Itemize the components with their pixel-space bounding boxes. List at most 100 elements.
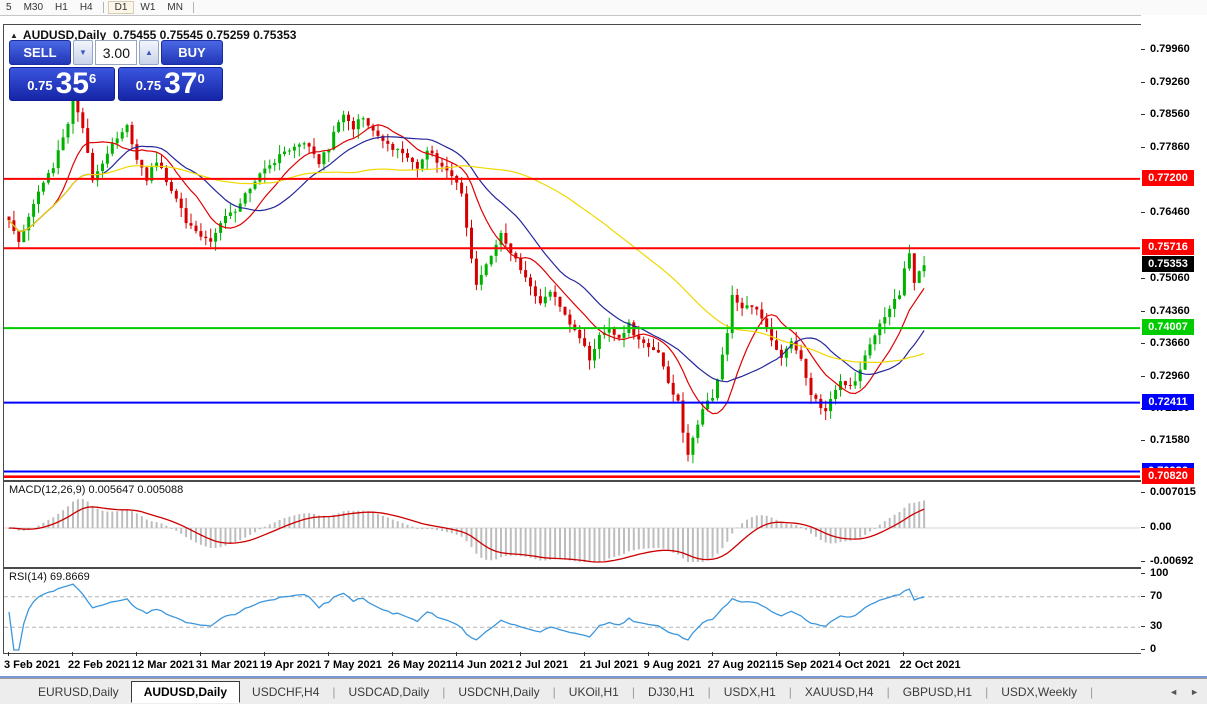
date-label: 2 Jul 2021 (515, 659, 569, 671)
volume-increase-button[interactable]: ▲ (139, 40, 159, 65)
candlestick-chart[interactable] (4, 25, 1140, 478)
tab-separator: | (552, 684, 556, 699)
date-tick (903, 652, 905, 656)
tab-scroll-right-icon[interactable]: ► (1190, 686, 1199, 697)
macd-chart[interactable] (4, 482, 1140, 565)
price-tick-label: 0.75060 (1150, 271, 1190, 284)
rsi-axis-label: 0 (1150, 643, 1157, 655)
price-chart-panel[interactable]: ▲ AUDUSD,Daily 0.75455 0.75545 0.75259 0.… (3, 24, 1143, 481)
buy-button[interactable]: BUY (161, 40, 223, 65)
price-tick-dash (1141, 440, 1145, 442)
tab-separator: | (332, 684, 336, 699)
volume-decrease-button[interactable]: ▼ (73, 40, 93, 65)
period-button-w1[interactable]: W1 (140, 2, 156, 13)
price-tick-label: 0.72960 (1150, 369, 1190, 382)
buy-price-pipette: 0 (197, 71, 205, 86)
rsi-chart[interactable] (4, 569, 1140, 651)
volume-input[interactable] (95, 40, 137, 65)
price-tick-dash (1141, 49, 1145, 50)
sell-price-big-digits: 35 (55, 67, 89, 100)
date-tick (711, 652, 713, 656)
macd-indicator-panel[interactable]: MACD(12,26,9) 0.005647 0.005088 (3, 481, 1143, 568)
chevron-up-icon: ▲ (145, 48, 153, 57)
sell-price-prefix: 0.75 (27, 78, 53, 93)
date-label: 22 Feb 2021 (67, 659, 131, 671)
price-tick-dash (1141, 343, 1145, 345)
price-tick-dash (1141, 114, 1145, 116)
macd-tick-dash (1141, 492, 1145, 493)
tab-separator: | (707, 684, 711, 699)
tab-xauusd-h4[interactable]: XAUUSD,H4 (804, 684, 874, 699)
price-tick-dash (1141, 147, 1145, 149)
date-tick (327, 652, 329, 656)
rsi-tick-dash (1141, 626, 1145, 628)
sell-button[interactable]: SELL (9, 40, 71, 65)
rsi-indicator-panel[interactable]: RSI(14) 69.8669 (3, 568, 1143, 654)
chevron-down-icon: ▼ (79, 48, 87, 57)
date-label: 19 Apr 2021 (259, 659, 322, 671)
tab-scroll-left-icon[interactable]: ◄ (1169, 686, 1179, 697)
price-level-label: 0.70820 (1142, 467, 1194, 484)
tab-separator: | (1089, 684, 1094, 699)
one-click-trading-widget: SELL ▼ ▲ BUY 0.75 35 6 0.75 37 0 (9, 40, 223, 101)
collapse-arrow-icon[interactable]: ▲ (10, 31, 18, 40)
price-tick-dash (1141, 81, 1145, 83)
date-label: 12 Mar 2021 (131, 659, 195, 671)
rsi-axis-label: 100 (1150, 567, 1169, 579)
chart-ohlc-values: 0.75455 0.75545 0.75259 0.75353 (112, 28, 297, 42)
date-tick (199, 652, 201, 656)
chart-tabs-bar: EURUSD,Daily AUDUSD,Daily USDCHF,H4 | USDCAD… (0, 678, 1207, 704)
price-tick-dash (1141, 277, 1145, 279)
date-label: 27 Aug 2021 (707, 659, 772, 671)
rsi-label: RSI(14) 69.8669 (9, 571, 90, 583)
date-label: 31 Mar 2021 (195, 659, 259, 671)
tab-usdx-h1[interactable]: USDX,H1 (723, 684, 776, 699)
chart-symbol-label: AUDUSD,Daily (22, 28, 107, 42)
period-button-mn[interactable]: MN (167, 2, 183, 13)
period-button-d1[interactable]: D1 (107, 1, 135, 14)
date-tick (583, 652, 585, 656)
timeframe-toolbar: 5 M30 H1 H4 D1 W1 MN (0, 0, 1207, 16)
date-label: 21 Jul 2021 (579, 659, 639, 671)
toolbar-separator (102, 2, 104, 13)
rsi-tick-dash (1141, 595, 1145, 597)
buy-price-prefix: 0.75 (135, 78, 162, 93)
macd-tick-dash (1141, 561, 1145, 562)
date-label: 7 May 2021 (323, 659, 382, 671)
tab-usdchf-h4[interactable]: USDCHF,H4 (252, 684, 320, 699)
price-tick-label: 0.79960 (1150, 43, 1190, 55)
rsi-tick-dash (1141, 649, 1145, 650)
tab-usdcnh-daily[interactable]: USDCNH,Daily (458, 684, 540, 699)
period-button-5[interactable]: 5 (6, 2, 12, 13)
price-tick-label: 0.73660 (1150, 337, 1190, 350)
sell-price-pipette: 6 (88, 71, 97, 86)
date-label: 15 Sep 2021 (771, 659, 835, 671)
period-button-m30[interactable]: M30 (23, 2, 44, 13)
buy-price-display[interactable]: 0.75 37 0 (117, 67, 223, 101)
period-button-h4[interactable]: H4 (79, 2, 93, 13)
price-tick-dash (1141, 310, 1145, 312)
price-axis[interactable]: 0.79960 0.79260 0.78560 0.77860 0.76460 0.750… (1141, 15, 1207, 704)
tab-separator: | (631, 684, 635, 699)
date-label: 3 Feb 2021 (4, 659, 61, 671)
date-axis[interactable]: 3 Feb 2021 22 Feb 2021 12 Mar 2021 31 Mar 2… (0, 652, 1141, 676)
tab-eurusd-daily[interactable]: EURUSD,Daily (38, 684, 119, 699)
tab-usdcad-daily[interactable]: USDCAD,Daily (348, 684, 430, 699)
tab-separator: | (985, 684, 989, 699)
tab-dj30-h1[interactable]: DJ30,H1 (647, 684, 695, 699)
tab-ukoil-h1[interactable]: UKOil,H1 (568, 684, 619, 699)
tab-separator: | (886, 684, 890, 699)
date-label: 14 Jun 2021 (451, 659, 515, 671)
price-level-label: 0.72411 (1142, 393, 1194, 410)
date-tick (391, 652, 393, 656)
tab-gbpusd-h1[interactable]: GBPUSD,H1 (902, 684, 973, 699)
date-tick (263, 652, 265, 656)
period-button-h1[interactable]: H1 (55, 2, 68, 13)
price-tick-label: 0.78560 (1150, 108, 1190, 121)
date-label: 22 Oct 2021 (899, 659, 961, 671)
tab-audusd-daily[interactable]: AUDUSD,Daily (130, 680, 241, 703)
tab-usdx-weekly[interactable]: USDX,Weekly (1001, 684, 1077, 699)
sell-price-display[interactable]: 0.75 35 6 (9, 67, 115, 101)
date-tick (455, 652, 457, 656)
price-level-label: 0.74007 (1142, 319, 1194, 336)
